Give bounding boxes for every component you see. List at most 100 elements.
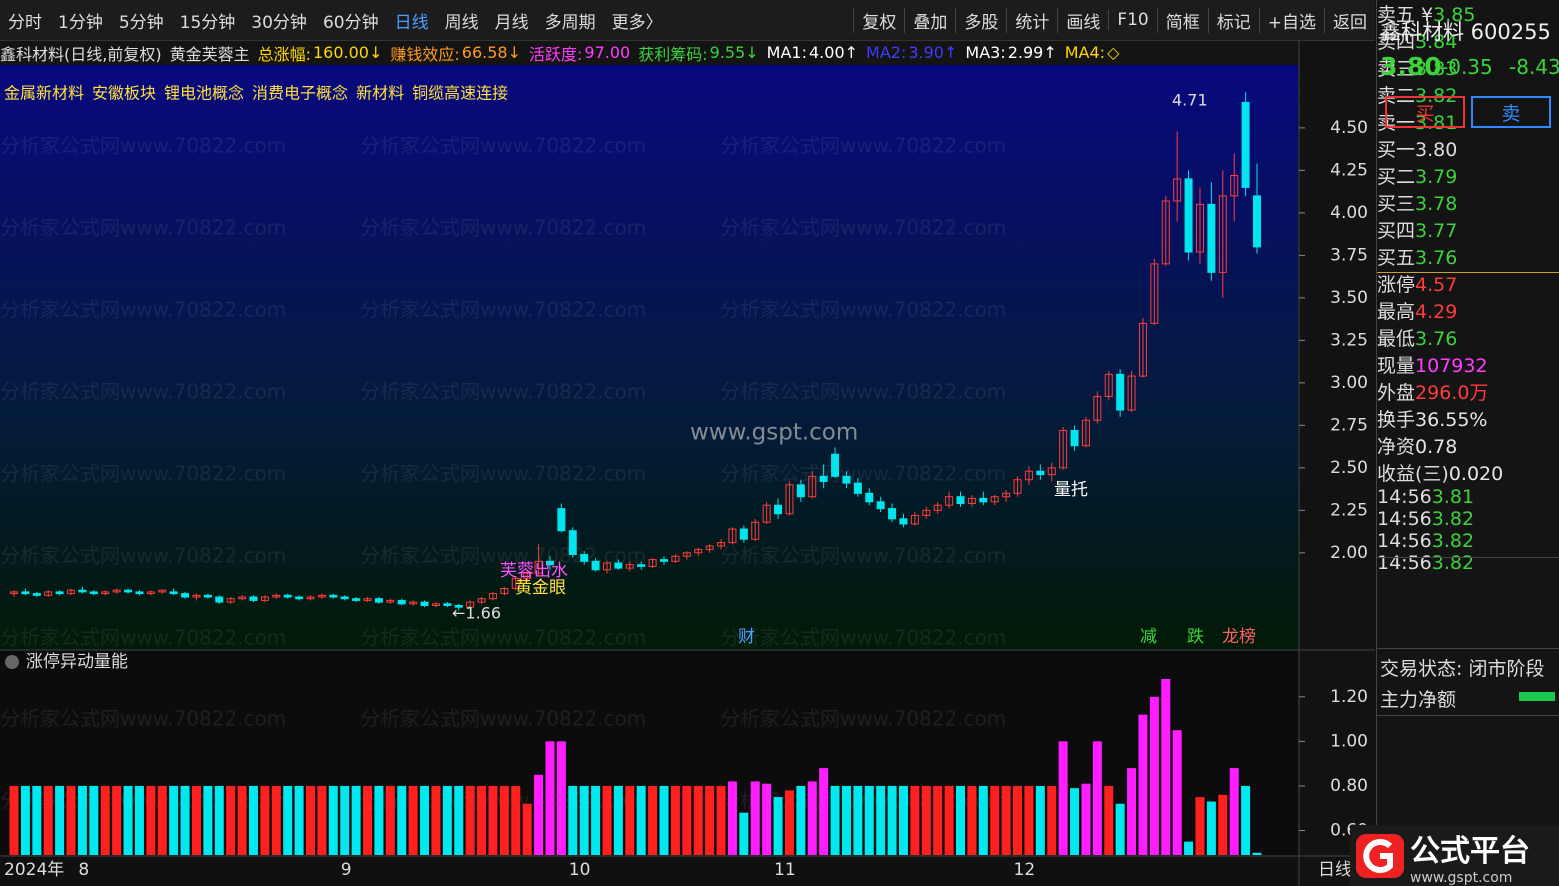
- toolbar-button[interactable]: 画线: [1057, 7, 1108, 33]
- bar: [819, 768, 829, 855]
- toolbar: 分时 1分钟 5分钟 15分钟 30分钟 60分钟 日线 周线 月线 多周期 更多〉 复权 叠加 多股 统计…: [0, 0, 1375, 41]
- toolbar-button[interactable]: 返回: [1324, 7, 1375, 33]
- quote-row: 14:563.82: [1377, 552, 1559, 574]
- y-tick-label: 0.80: [1330, 776, 1368, 796]
- bar: [670, 785, 680, 855]
- candle-body: [796, 484, 805, 498]
- row-label: 买三: [1377, 193, 1416, 215]
- toolbar-button[interactable]: 1分钟: [58, 12, 103, 33]
- logo-url: www.gspt.com: [1410, 869, 1513, 886]
- candle-body: [340, 596, 349, 600]
- bar: [1092, 741, 1102, 855]
- toolbar-button[interactable]: 周线: [444, 12, 479, 33]
- toolbar-button[interactable]: 统计: [1006, 7, 1057, 33]
- toolbar-button[interactable]: 5分钟: [118, 12, 164, 33]
- y-tick-label: 2.50: [1330, 458, 1368, 478]
- bar: [568, 785, 578, 855]
- toolbar-button[interactable]: 30分钟: [251, 12, 307, 33]
- quote-row: 换手36.55%: [1377, 405, 1559, 432]
- candle-body: [1207, 203, 1216, 273]
- candle-body: [1241, 101, 1250, 188]
- watermark: 分析家公式网www.70822.com: [360, 216, 646, 240]
- buy-button[interactable]: 买: [1385, 96, 1465, 128]
- bar: [363, 785, 373, 855]
- candle-body: [967, 497, 976, 505]
- quote-row: 卖三3.83: [1377, 54, 1559, 81]
- candle-body: [899, 518, 908, 525]
- toolbar-button[interactable]: 多股: [955, 7, 1006, 33]
- row-value: 3.80: [1415, 139, 1458, 161]
- candle-body: [409, 601, 418, 605]
- bar: [169, 785, 179, 855]
- toolbar-button[interactable]: 60分钟: [322, 12, 379, 33]
- bar: [682, 785, 692, 855]
- bar: [454, 785, 464, 855]
- quote-row: 买一3.80: [1377, 135, 1559, 162]
- concept-tag: 金属新材料: [4, 84, 84, 103]
- toolbar-button[interactable]: 复权: [853, 7, 904, 33]
- bar: [1195, 797, 1205, 855]
- bar: [1241, 785, 1251, 855]
- quote-row: 净资0.78: [1377, 432, 1559, 459]
- row-value: 107932: [1415, 355, 1488, 377]
- toolbar-button[interactable]: +自选: [1258, 7, 1324, 33]
- concept-tag: 锂电池概念: [164, 84, 244, 103]
- candle-body: [397, 599, 406, 605]
- indicator-value: 97.00: [584, 43, 631, 62]
- bar: [1218, 794, 1228, 855]
- main-flow: 主力净额: [1380, 689, 1457, 711]
- toolbar-button[interactable]: 15分钟: [179, 12, 236, 33]
- candle-body: [44, 591, 53, 596]
- toolbar-button[interactable]: 日线: [394, 12, 429, 33]
- candle-body: [888, 508, 897, 520]
- candle-body: [363, 598, 372, 601]
- low-annotation: ←1.66: [452, 604, 501, 623]
- candle-body: [78, 589, 87, 593]
- toolbar-button[interactable]: 叠加: [904, 7, 955, 33]
- row-value: 3.81: [1415, 112, 1458, 134]
- watermark: 分析家公式网www.70822.com: [0, 216, 286, 240]
- candle-body: [637, 564, 646, 567]
- toolbar-button[interactable]: 月线: [494, 12, 529, 33]
- watermark: 分析家公式网www.70822.com: [720, 544, 1006, 568]
- indicator-label: MA4:: [1064, 43, 1106, 62]
- row-label: 涨停: [1377, 274, 1416, 296]
- candle-body: [238, 596, 247, 600]
- candle-body: [1127, 375, 1136, 411]
- candle-body: [705, 545, 714, 550]
- candle-body: [203, 594, 212, 598]
- candle-body: [648, 559, 657, 567]
- bar: [534, 774, 544, 855]
- candle-body: [614, 562, 623, 569]
- y-tick-label: 1.00: [1330, 731, 1368, 751]
- quote-row: 最低3.76: [1377, 324, 1559, 351]
- concept-tag: 安徽板块: [92, 84, 156, 103]
- candle-body: [112, 589, 121, 593]
- bar: [248, 785, 258, 855]
- bar: [762, 783, 772, 855]
- logo-icon: [1356, 833, 1404, 878]
- toolbar-button[interactable]: 分时: [8, 12, 42, 33]
- x-tick-label: 9: [341, 860, 352, 880]
- toolbar-button[interactable]: F10: [1108, 10, 1156, 30]
- candle-body: [192, 594, 201, 598]
- toolbar-button[interactable]: 简框: [1156, 7, 1208, 33]
- bar: [146, 785, 156, 855]
- bar: [1172, 730, 1182, 855]
- bar: [1149, 696, 1159, 855]
- row-label: 卖四: [1377, 31, 1416, 53]
- candle-body: [283, 594, 292, 598]
- candle-body: [158, 589, 167, 593]
- toolbar-button[interactable]: 多周期: [544, 12, 596, 33]
- candle-body: [933, 504, 942, 511]
- watermark: 分析家公式网www.70822.com: [0, 380, 286, 404]
- bar: [477, 785, 487, 855]
- candle-body: [511, 577, 520, 590]
- bar: [328, 785, 338, 855]
- candle-body: [272, 594, 281, 598]
- row-label: 14:56: [1377, 530, 1432, 552]
- candle-body: [694, 548, 703, 554]
- sell-button[interactable]: 卖: [1471, 96, 1551, 128]
- toolbar-button[interactable]: 标记: [1207, 7, 1259, 33]
- toolbar-button[interactable]: 更多〉: [611, 12, 663, 33]
